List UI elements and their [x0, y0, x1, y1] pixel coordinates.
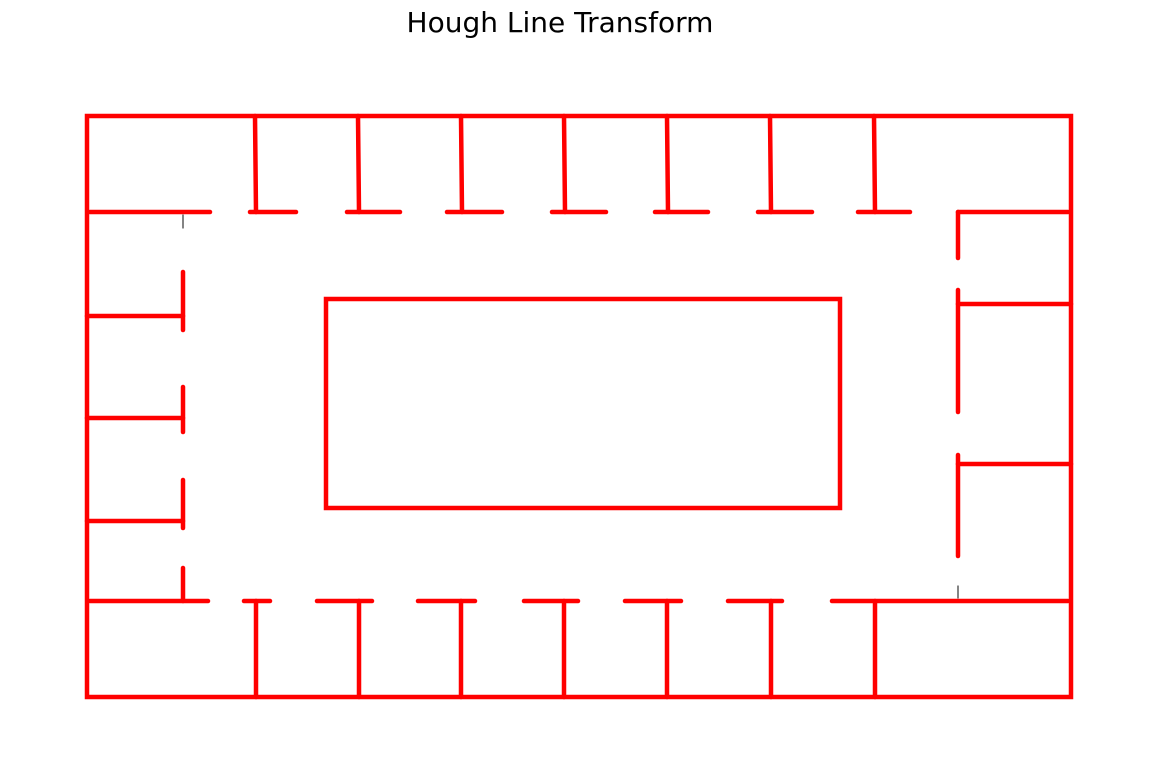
top-room-divider	[355, 113, 362, 215]
top-room-divider	[767, 113, 774, 215]
top-room-divider	[458, 113, 465, 215]
top-room-divider	[871, 113, 878, 215]
top-room-divider	[252, 113, 259, 215]
page-title: Hough Line Transform	[406, 6, 714, 39]
outer-wall	[84, 113, 1074, 700]
inner-room	[323, 296, 843, 511]
top-room-divider	[561, 113, 568, 215]
top-room-divider	[664, 113, 671, 215]
